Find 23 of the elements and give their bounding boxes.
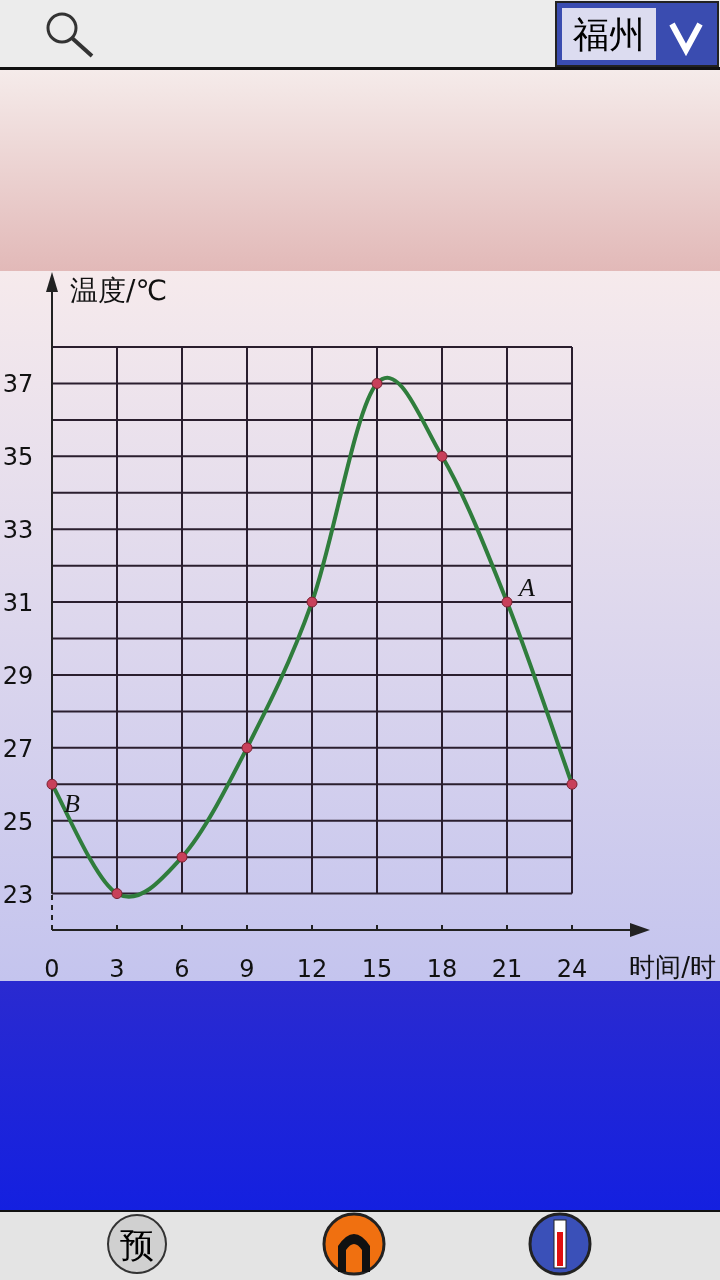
y-tick-label: 29 xyxy=(2,661,34,690)
x-tick-label: 18 xyxy=(426,955,458,983)
y-tick-label: 31 xyxy=(2,589,34,618)
x-tick-label: 12 xyxy=(296,955,328,983)
annotation: B xyxy=(64,789,80,819)
x-tick-label: 15 xyxy=(361,955,393,983)
y-tick-label: 35 xyxy=(2,443,34,472)
y-tick-label: 33 xyxy=(2,516,34,545)
y-tick-label: 23 xyxy=(2,880,34,909)
x-tick-label: 9 xyxy=(239,955,255,983)
x-tick-label: 6 xyxy=(174,955,190,983)
y-tick-label: 27 xyxy=(2,734,34,763)
x-axis-title: 时间/时 xyxy=(629,952,716,982)
text: 预 xyxy=(120,1227,154,1264)
y-tick-label: 25 xyxy=(2,807,34,836)
x-tick-label: 3 xyxy=(109,955,125,983)
x-tick-label: 0 xyxy=(44,955,60,983)
y-axis-title: 温度/℃ xyxy=(70,274,167,307)
chart-title: 福州 xyxy=(573,15,645,55)
x-tick-label: 21 xyxy=(491,955,523,983)
annotation: A xyxy=(517,573,535,603)
y-tick-label: 37 xyxy=(2,370,34,399)
x-tick-label: 24 xyxy=(556,955,588,983)
